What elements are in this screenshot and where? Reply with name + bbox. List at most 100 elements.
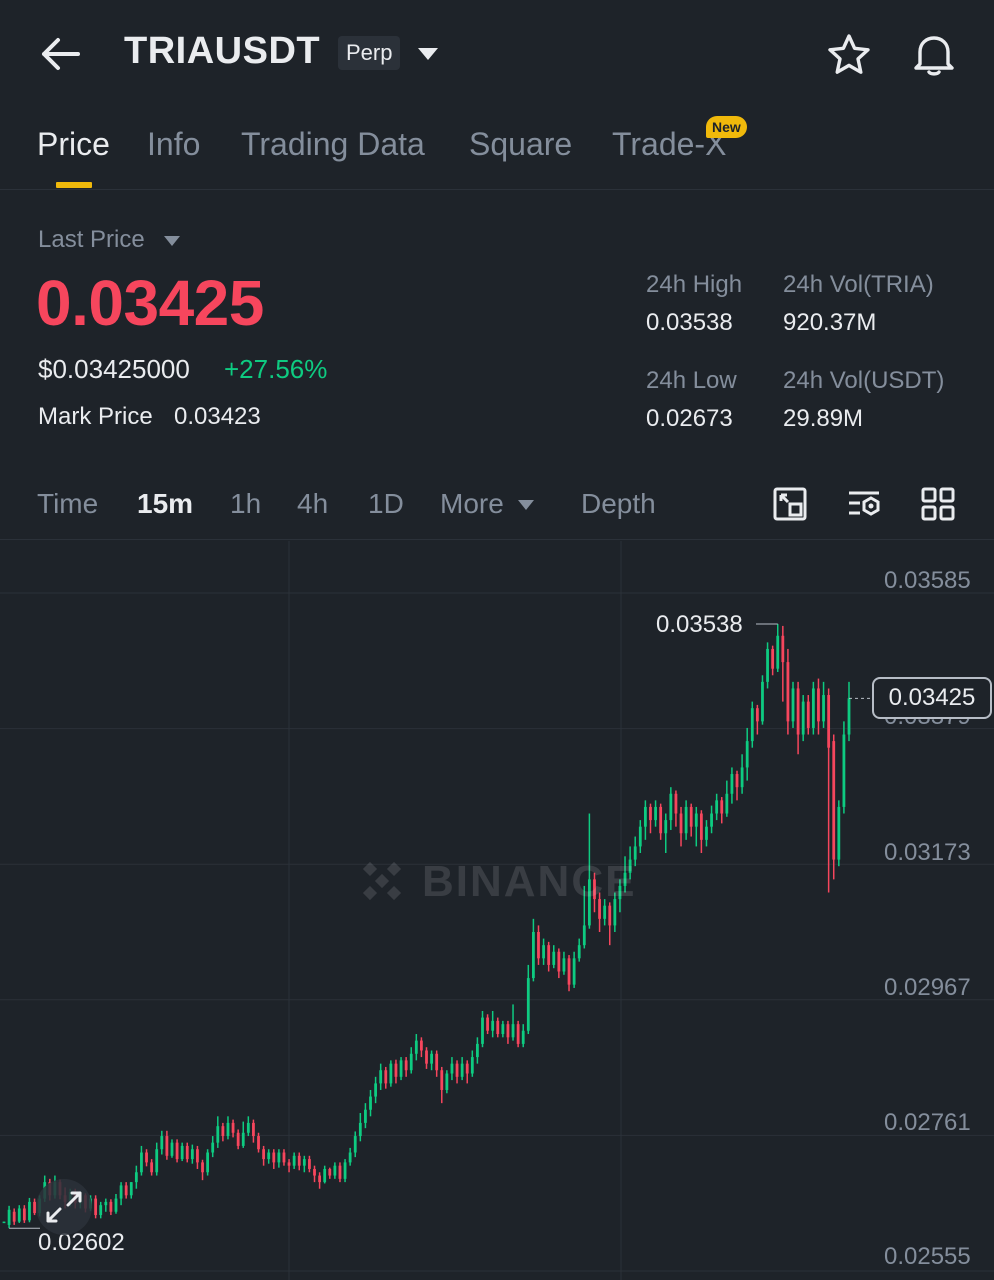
expand-arrows-icon — [46, 1191, 82, 1223]
chart-high-marker: 0.03538 — [656, 611, 743, 638]
candle-body — [735, 774, 739, 788]
candle-body — [740, 767, 744, 788]
candle — [476, 1037, 479, 1064]
candle — [2, 1221, 6, 1224]
interval-15m[interactable]: 15m — [137, 488, 194, 519]
candle — [165, 1130, 169, 1160]
candle-body — [28, 1201, 31, 1221]
star-icon[interactable] — [826, 32, 872, 78]
y-tick-label: 0.03173 — [884, 839, 971, 866]
bell-icon[interactable] — [910, 30, 958, 78]
contract-type-badge: Perp — [338, 36, 401, 70]
candle-body — [623, 872, 627, 886]
interval-more[interactable]: More — [440, 488, 504, 519]
candle — [582, 885, 586, 949]
chart-low-marker: 0.02602 — [38, 1229, 125, 1256]
candle-body — [201, 1162, 204, 1173]
tab-price[interactable]: Price — [37, 126, 110, 162]
candle — [389, 1060, 393, 1087]
price-chart[interactable]: BINANCE 0.03585 0.03379 0.03173 0.02967 … — [0, 541, 994, 1280]
candle — [124, 1182, 128, 1199]
fullscreen-chart-icon[interactable] — [772, 486, 808, 522]
candle — [633, 836, 637, 867]
candle — [414, 1034, 418, 1061]
candle-body — [333, 1165, 337, 1176]
candle — [643, 800, 647, 840]
candle-body — [725, 793, 729, 814]
candle — [236, 1129, 240, 1150]
candle-body — [287, 1162, 291, 1166]
candle — [577, 938, 581, 962]
candle-body — [33, 1201, 36, 1214]
candle — [297, 1152, 301, 1171]
candle — [28, 1197, 31, 1223]
caret-down-icon[interactable] — [518, 500, 534, 510]
candle-body — [806, 701, 810, 728]
candle-body — [796, 688, 800, 735]
chevron-down-icon[interactable] — [414, 40, 442, 68]
interval-1h[interactable]: 1h — [230, 488, 262, 519]
candle — [460, 1057, 464, 1081]
y-tick-label: 0.03585 — [884, 567, 971, 594]
expand-chart-button[interactable] — [36, 1179, 92, 1235]
candle-body — [598, 899, 601, 919]
interval-1d[interactable]: 1D — [368, 488, 404, 519]
candle — [674, 790, 678, 827]
candle — [114, 1193, 118, 1214]
interval-time[interactable]: Time — [37, 488, 99, 519]
grid-layout-icon[interactable] — [920, 486, 956, 522]
candle-body — [674, 793, 678, 814]
tab-trading-data[interactable]: Trading Data — [241, 126, 425, 162]
candle-body — [501, 1024, 505, 1035]
candle-body — [664, 820, 668, 834]
last-price-selector[interactable]: Last Price — [38, 226, 145, 253]
interval-4h[interactable]: 4h — [297, 488, 329, 519]
candle-body — [470, 1057, 474, 1074]
candle-body — [145, 1152, 148, 1163]
tab-square[interactable]: Square — [469, 126, 573, 162]
candle-body — [481, 1017, 484, 1044]
candle-body — [618, 885, 622, 900]
symbol-title[interactable]: TRIAUSDT — [124, 30, 321, 72]
candle-body — [847, 698, 851, 735]
candle-body — [272, 1152, 276, 1163]
candle-body — [343, 1162, 347, 1179]
candle-body — [526, 978, 530, 1031]
candle-body — [745, 741, 749, 768]
binance-logo-icon — [362, 861, 402, 901]
candle-body — [557, 951, 561, 972]
section-tabs: Price Info Trading Data Square Trade-X — [0, 108, 994, 190]
candle-body — [582, 925, 586, 946]
candle-body — [547, 945, 551, 965]
candle — [328, 1167, 332, 1179]
indicator-settings-icon[interactable] — [846, 486, 882, 522]
low-label: 24h Low — [646, 367, 737, 394]
candle — [313, 1165, 316, 1183]
candle-body — [2, 1221, 6, 1224]
depth-tab[interactable]: Depth — [581, 488, 656, 519]
candle-body — [430, 1053, 433, 1064]
candle — [155, 1142, 159, 1176]
candle-body — [420, 1040, 423, 1051]
candle — [267, 1149, 271, 1164]
back-arrow-icon[interactable] — [36, 32, 84, 76]
candle-body — [761, 681, 764, 722]
candle — [257, 1132, 260, 1153]
candle-body — [827, 695, 831, 748]
candle — [506, 1020, 510, 1044]
candle-body — [511, 1024, 515, 1038]
candle-body — [99, 1205, 103, 1216]
candle-body — [587, 879, 591, 926]
candle — [516, 1020, 520, 1048]
candle — [216, 1116, 220, 1148]
candle — [817, 678, 820, 735]
candle — [379, 1063, 383, 1090]
candle — [735, 770, 739, 801]
candle-body — [786, 662, 790, 722]
candle — [145, 1149, 148, 1167]
candle — [450, 1057, 454, 1081]
candle — [262, 1145, 266, 1166]
caret-down-icon[interactable] — [164, 236, 180, 246]
candle — [689, 803, 693, 837]
tab-info[interactable]: Info — [147, 126, 201, 162]
